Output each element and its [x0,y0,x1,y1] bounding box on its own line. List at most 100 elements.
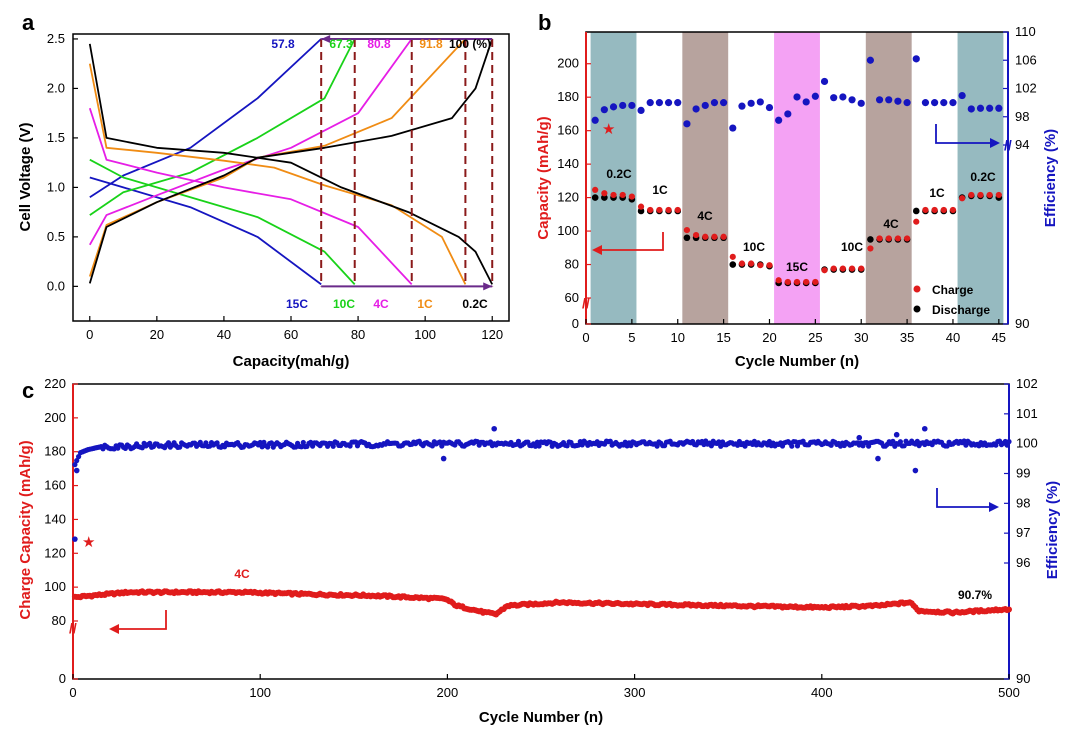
c-ytick2-label: 101 [1016,406,1038,421]
a-percent-label: 80.8 [367,37,391,51]
panel-label-c: c [22,378,34,403]
b-ytick-label: 180 [557,89,579,104]
b-ytick-label: 200 [557,56,579,71]
c-ytick2-label: 99 [1016,466,1030,481]
c-efficiency-point [330,443,336,449]
b-legend-discharge-marker [913,305,921,313]
c-efficiency-point [716,439,722,445]
b-charge-point [986,191,993,199]
b-efficiency-point [738,102,746,110]
panel-a-xlabel: Capacity(mah/g) [233,353,350,370]
b-xtick-label: 20 [762,330,776,345]
b-efficiency-point [655,99,663,107]
b-rate-label: 0.2C [606,167,632,181]
panel-a-chart: 0 20 40 60 80 100 120 0.0 0.5 1.0 1.5 2.0 2.5 57.8 67… [17,31,510,370]
c-efficiency-point [74,458,80,464]
c-efficiency-outlier [72,536,78,542]
a-xtick-label: 60 [284,327,298,342]
a-charge-curve-0.2C [88,38,494,284]
c-efficiency-point [961,438,967,444]
b-left-axis-arrowhead [592,245,602,255]
a-discharge-curve-1C [88,63,467,285]
b-legend-discharge-label: Discharge [932,303,990,317]
a-discharge-curve-10C [89,158,356,286]
b-efficiency-point [701,101,709,110]
panel-c-ylabel: Charge Capacity (mAh/g) [17,440,34,619]
b-ytick-label: 140 [557,156,579,171]
b-xtick-label: 30 [854,330,868,345]
b-efficiency-point [591,116,599,124]
b-charge-point [711,233,718,240]
c-efficiency-point [76,454,82,460]
b-ytick2-label: 102 [1015,81,1037,96]
c-ytick2-label: 97 [1016,525,1030,540]
b-efficiency-point [967,105,975,113]
b-charge-point [940,206,947,214]
b-legend-charge-marker [913,285,921,293]
c-right-axis-arrowhead [989,502,999,512]
b-xtick-label: 35 [900,330,914,345]
a-rate-label: 15C [286,297,308,311]
b-efficiency-point [784,110,792,118]
a-rate-label: 10C [333,297,355,311]
b-charge-point [702,233,709,240]
b-charge-point [692,231,700,239]
b-ytick2-label: 94 [1015,137,1029,152]
c-ytick-label: 80 [52,613,66,628]
b-discharge-point [867,236,874,243]
b-efficiency-point [765,103,774,112]
b-efficiency-point [995,104,1003,112]
a-ytick-label: 2.0 [47,80,65,95]
b-efficiency-point [848,96,856,104]
panel-b-chart: 0 5 10 15 20 25 30 35 40 45 0 60 80 100 120 140 160 180 20… [535,24,1059,370]
a-top-arrowhead [321,34,331,43]
b-charge-point [839,265,846,272]
b-efficiency-point [628,101,636,110]
c-efficiency-outlier [856,434,863,441]
c-efficiency-point [654,443,660,449]
b-rate-label: 10C [743,240,765,254]
c-ytick-label: 220 [44,376,66,391]
b-efficiency-point [609,103,618,111]
b-ytick-label: 160 [557,123,579,138]
panel-a-ylabel: Cell Voltage (V) [17,123,34,232]
b-charge-point [885,235,892,242]
panel-label-a: a [22,10,35,35]
c-xtick-label: 200 [437,685,459,700]
a-xtick-label: 120 [481,327,503,342]
a-ytick-label: 0.0 [47,278,65,293]
a-percent-label: 100 (%) [449,37,491,51]
b-charge-point [757,262,764,269]
b-efficiency-point [793,93,801,101]
c-efficiency-point [607,438,613,444]
b-xtick-label: 10 [671,330,685,345]
a-rate-label: 4C [373,297,389,311]
a-discharge-curve-0.2C [88,43,494,285]
b-charge-point [656,206,663,214]
b-ytick2-label: 110 [1015,24,1036,39]
b-efficiency-point [802,98,810,106]
b-efficiency-point [683,120,691,128]
b-efficiency-point [637,106,645,114]
c-efficiency-point [901,443,907,449]
b-efficiency-point [775,116,783,124]
b-rate-label: 1C [929,186,945,200]
b-ytick2-label: 106 [1015,52,1037,67]
b-efficiency-point [976,104,985,112]
b-charge-point [601,190,608,197]
b-rate-label: 0.2C [970,170,996,184]
b-efficiency-point [912,55,920,63]
c-capacity-point [1006,606,1012,613]
b-ytick-label: 80 [565,257,579,272]
b-charge-point [803,278,810,286]
b-charge-point [949,206,957,214]
b-efficiency-point [958,91,966,100]
b-ytick2-label: 90 [1015,316,1029,331]
c-xtick-label: 500 [998,685,1020,700]
a-xtick-label: 40 [217,327,231,342]
b-rate-label: 1C [652,183,668,197]
c-ytick2-label: 102 [1016,376,1038,391]
panel-c-xlabel: Cycle Number (n) [479,709,603,726]
b-efficiency-point [619,101,627,110]
b-axis-break: // [582,295,590,311]
